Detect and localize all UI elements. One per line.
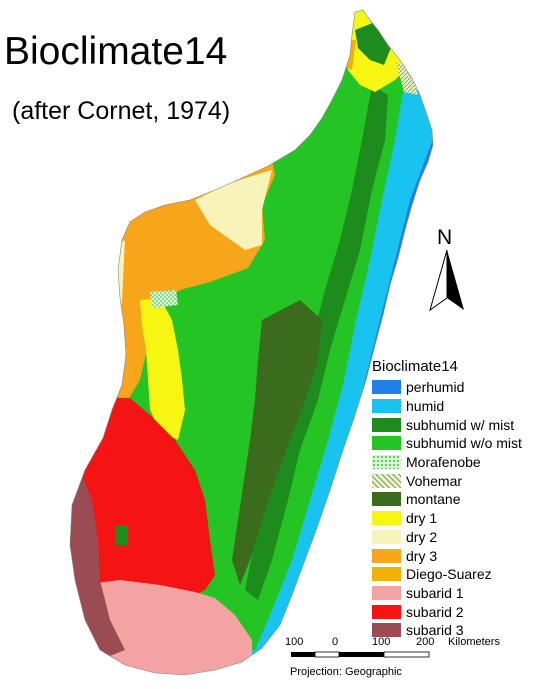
- legend-item: dry 2: [372, 528, 537, 547]
- legend-swatch: [372, 399, 401, 414]
- map-subtitle: (after Cornet, 1974): [12, 97, 231, 125]
- scale-label-100-left: 100: [285, 636, 304, 648]
- legend-swatch: [372, 436, 401, 451]
- legend-item: subarid 2: [372, 602, 537, 621]
- legend-swatch: [372, 585, 401, 600]
- scale-bar: 100 0 100 200 Kilometers: [285, 636, 535, 686]
- legend-items: perhumid humid subhumid w/ mist subhumid w/…: [372, 378, 537, 640]
- legend-swatch: [372, 492, 401, 507]
- legend-item: Diego-Suarez: [372, 565, 537, 584]
- legend-item: perhumid: [372, 378, 537, 397]
- scale-bar-graphic: [291, 651, 430, 658]
- legend-item: subarid 1: [372, 584, 537, 603]
- north-label: N: [437, 226, 453, 249]
- legend-label: Morafenobe: [406, 454, 481, 471]
- legend-item: montane: [372, 490, 537, 509]
- legend-label: subhumid w/o mist: [406, 435, 522, 452]
- legend-swatch: [372, 623, 401, 638]
- island-outline: [69, 9, 434, 676]
- scale-label-100: 100: [372, 636, 391, 648]
- legend-label: dry 3: [406, 547, 438, 564]
- legend-label: montane: [406, 491, 461, 508]
- legend-label: Diego-Suarez: [406, 566, 492, 583]
- legend-label: perhumid: [406, 379, 465, 396]
- legend: Bioclimate14 perhumid humid subhumid w/ mi…: [372, 358, 537, 640]
- legend-label: subarid 2: [406, 603, 464, 620]
- zone-dry-1: [140, 298, 185, 440]
- legend-swatch: [372, 473, 401, 488]
- legend-swatch: [372, 604, 401, 619]
- scale-label-0: 0: [332, 636, 339, 648]
- legend-item: subhumid w/ mist: [372, 415, 537, 434]
- legend-label: subarid 1: [406, 584, 464, 601]
- zone-vohemar: [396, 62, 418, 95]
- legend-swatch: [372, 548, 401, 563]
- legend-swatch: [372, 529, 401, 544]
- legend-label: Vohemar: [406, 472, 463, 489]
- legend-label: subarid 3: [406, 622, 464, 639]
- map-title: Bioclimate14: [4, 30, 228, 73]
- legend-item: subhumid w/o mist: [372, 434, 537, 453]
- legend-item: humid: [372, 397, 537, 416]
- zone-montane: [232, 300, 322, 585]
- projection-note: Projection: Geographic: [290, 666, 402, 678]
- legend-item: dry 3: [372, 546, 537, 565]
- legend-swatch: [372, 417, 401, 432]
- legend-label: dry 1: [406, 510, 438, 527]
- legend-label: dry 2: [406, 528, 438, 545]
- zone-isolated-patch: [115, 525, 128, 545]
- legend-swatch: [372, 567, 401, 582]
- legend-swatch: [372, 455, 401, 470]
- zone-dry-2-west: [106, 240, 125, 340]
- legend-swatch: [372, 511, 401, 526]
- zone-subarid-2: [70, 395, 215, 620]
- zone-dry-2: [195, 170, 272, 250]
- legend-item: dry 1: [372, 509, 537, 528]
- zone-morafenobe: [150, 290, 178, 308]
- scale-label-200: 200: [416, 636, 435, 648]
- legend-title: Bioclimate14: [372, 358, 458, 375]
- scale-label-units: Kilometers: [448, 636, 500, 648]
- legend-swatch: [372, 380, 401, 395]
- legend-item: Vohemar: [372, 471, 537, 490]
- legend-item: Morafenobe: [372, 453, 537, 472]
- legend-label: humid: [406, 398, 445, 415]
- north-arrow-icon: [429, 249, 464, 312]
- legend-item: subarid 3: [372, 621, 537, 640]
- legend-label: subhumid w/ mist: [406, 416, 515, 433]
